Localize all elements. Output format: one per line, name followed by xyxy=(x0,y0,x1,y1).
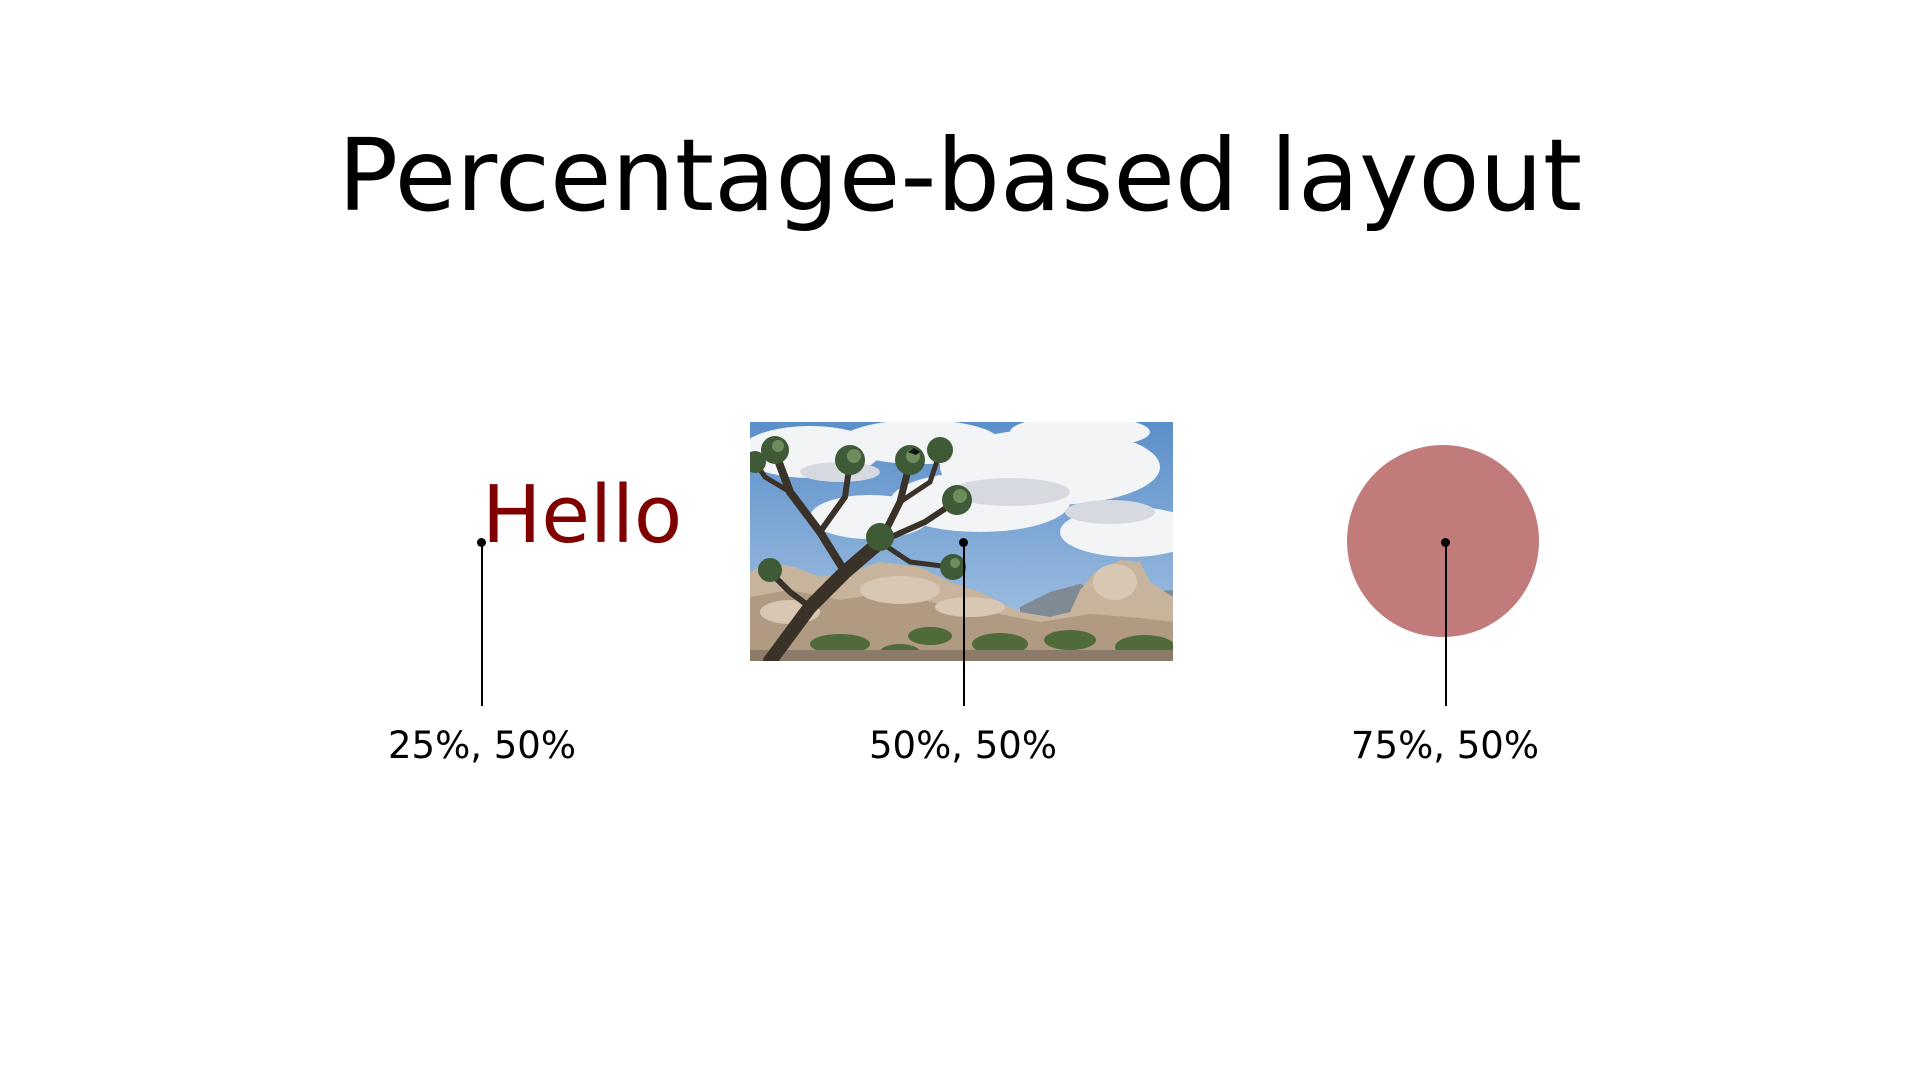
joshua-tree-photo xyxy=(750,422,1173,661)
leader-line-left xyxy=(481,542,483,706)
caption-right: 75%, 50% xyxy=(1351,724,1539,767)
hello-text: Hello xyxy=(482,469,683,561)
caption-center: 50%, 50% xyxy=(869,724,1057,767)
leader-line-right xyxy=(1445,542,1447,706)
caption-left: 25%, 50% xyxy=(388,724,576,767)
slide-title: Percentage-based layout xyxy=(337,117,1583,234)
leader-line-center xyxy=(963,542,965,706)
